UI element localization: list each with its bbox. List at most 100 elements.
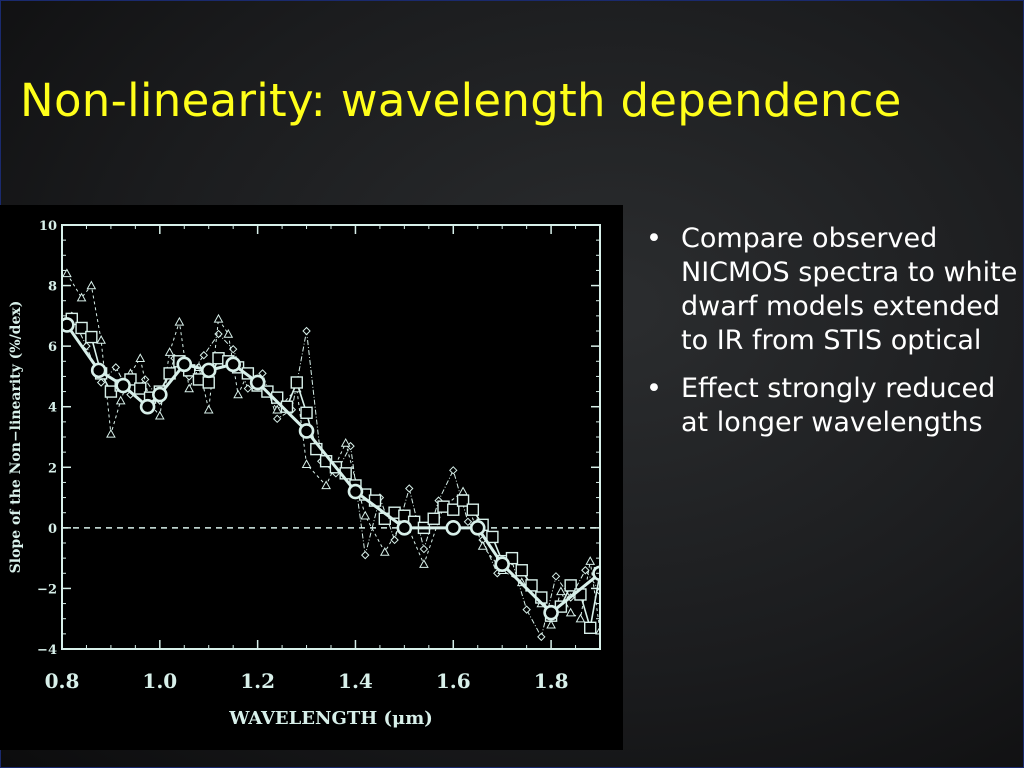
data-point-circle (445, 520, 462, 536)
data-point-triangle (272, 404, 283, 414)
series-layer (62, 268, 600, 642)
data-point-triangle (360, 510, 371, 520)
data-point-circle (396, 520, 413, 536)
data-point-triangle (106, 428, 116, 438)
data-point-circle (543, 604, 559, 621)
y-tick-label: −4 (37, 643, 57, 658)
data-point-diamond (214, 329, 223, 339)
data-point-square (515, 564, 528, 577)
data-point-triangle (419, 559, 429, 568)
x-tick-label: 1.2 (240, 669, 275, 693)
x-axis-label: WAVELENGTH (μm) (228, 708, 433, 729)
data-point-circle (115, 377, 131, 394)
data-point-triangle (76, 292, 87, 302)
x-tick-label: 1.4 (338, 669, 373, 693)
data-point-circle (176, 356, 193, 373)
y-tick-label: 10 (39, 219, 57, 234)
data-point-diamond (449, 466, 458, 475)
data-point-circle (298, 423, 315, 439)
y-tick-label: 6 (48, 340, 57, 355)
data-point-diamond (390, 535, 399, 545)
data-point-circle (225, 356, 241, 373)
data-point-triangle (565, 607, 576, 617)
data-point-triangle (164, 347, 175, 356)
data-point-square (564, 579, 577, 592)
data-point-triangle (575, 613, 586, 623)
data-point-triangle (135, 353, 146, 362)
data-point-diamond (302, 326, 311, 336)
data-point-diamond (111, 363, 121, 372)
data-point-square (290, 376, 303, 389)
data-point-circle (494, 556, 510, 573)
data-point-diamond (96, 378, 106, 387)
data-point-square (134, 382, 147, 395)
data-point-triangle (203, 404, 214, 414)
series-line-triangle (66, 273, 600, 631)
data-point-triangle (223, 328, 234, 338)
data-point-circle (90, 362, 107, 379)
x-tick-label: 1.8 (534, 669, 569, 693)
data-point-diamond (419, 544, 429, 554)
data-point-diamond (551, 572, 561, 581)
nonlinearity-chart: 10 8 6 4 2 0 −2 −4 0.8 1.0 1.2 1.4 1.6 1.8 WAVELENGTH … (8, 219, 601, 729)
data-point-triangle (556, 586, 566, 596)
bullet-dot-icon: • (646, 223, 662, 254)
slide-title: Non-linearity: wavelength dependence (20, 74, 902, 127)
data-point-triangle (340, 438, 351, 447)
data-point-triangle (585, 556, 596, 565)
data-point-square (584, 621, 597, 634)
series-diamond (67, 311, 600, 642)
y-tick-label: 8 (48, 280, 57, 295)
axis-layer: 10 8 6 4 2 0 −2 −4 0.8 1.0 1.2 1.4 1.6 1.8 WAVELENGTH … (8, 219, 600, 729)
bullet-list: • Compare observed NICMOS spectra to whi… (646, 222, 1018, 454)
data-point-triangle (233, 389, 243, 399)
bullet-dot-icon: • (646, 373, 662, 404)
data-point-square (466, 503, 480, 516)
data-point-circle (469, 520, 486, 536)
bullet-text: Effect strongly reduced at longer wavele… (681, 373, 996, 438)
x-tick-label: 1.0 (142, 669, 177, 693)
data-point-triangle (154, 410, 165, 420)
data-point-triangle (174, 316, 185, 326)
bullet-text: Compare observed NICMOS spectra to white… (681, 223, 1018, 356)
data-point-diamond (522, 605, 531, 614)
x-tick-label: 0.8 (45, 669, 80, 693)
chart-panel: 10 8 6 4 2 0 −2 −4 0.8 1.0 1.2 1.4 1.6 1.8 WAVELENGTH … (0, 205, 623, 750)
y-tick-label: 2 (48, 461, 57, 476)
data-point-triangle (301, 459, 312, 468)
data-point-circle (200, 362, 217, 379)
data-point-triangle (184, 383, 195, 393)
data-point-circle (62, 317, 75, 333)
data-point-diamond (272, 414, 282, 424)
series-circle (62, 317, 600, 621)
data-point-triangle (96, 335, 106, 344)
data-point-diamond (199, 351, 209, 360)
data-point-circle (249, 374, 266, 391)
data-point-diamond (243, 384, 253, 393)
data-point-triangle (62, 268, 72, 278)
bullet-item: • Effect strongly reduced at longer wave… (646, 372, 1018, 440)
data-point-triangle (546, 619, 556, 629)
data-point-square (300, 406, 313, 419)
data-point-diamond (361, 550, 370, 560)
x-tick-label: 1.6 (436, 669, 471, 693)
y-axis-label: Slope of the Non−linearity (%/dex) (8, 301, 24, 574)
y-tick-label: −2 (37, 582, 57, 597)
data-point-square (447, 503, 460, 516)
data-point-triangle (213, 313, 224, 323)
data-point-circle (152, 386, 168, 403)
data-point-diamond (537, 632, 546, 642)
data-point-triangle (115, 395, 126, 405)
y-tick-label: 0 (48, 522, 57, 537)
data-point-square (427, 512, 440, 525)
data-point-square (486, 530, 499, 544)
data-point-triangle (477, 540, 488, 550)
data-point-triangle (379, 547, 390, 556)
data-point-diamond (581, 566, 590, 575)
data-point-triangle (458, 486, 468, 496)
data-point-square (85, 330, 98, 344)
data-point-square (456, 494, 470, 507)
data-point-square (525, 579, 538, 592)
data-point-triangle (321, 480, 331, 490)
data-point-square (75, 321, 88, 335)
